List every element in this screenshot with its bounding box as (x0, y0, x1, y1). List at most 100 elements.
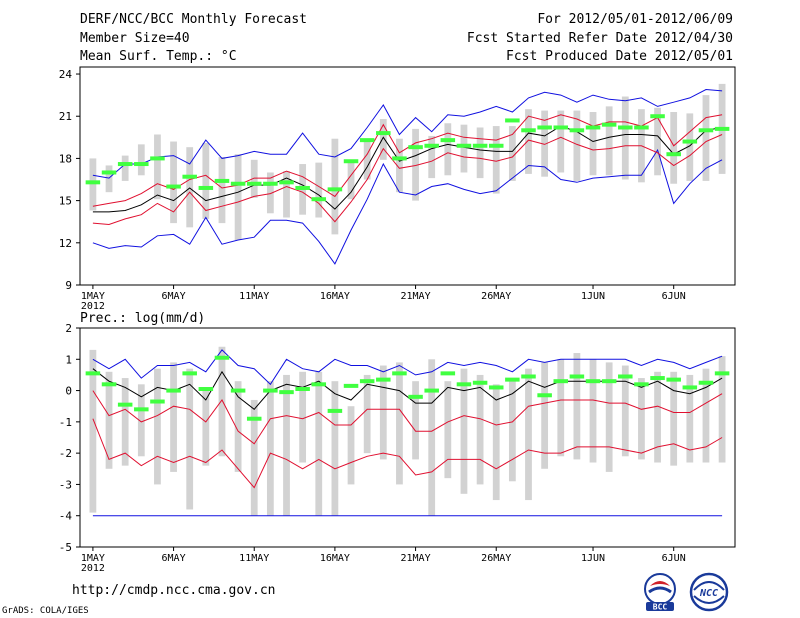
ensemble-box (137, 384, 145, 457)
observed-marker (279, 390, 294, 395)
observed-marker (634, 125, 649, 130)
ensemble-box (589, 112, 597, 176)
ensemble-box (621, 365, 629, 457)
ncc-logo-text: NCC (699, 588, 718, 599)
observed-marker (440, 371, 456, 376)
y-tick-label: 24 (59, 68, 73, 81)
ensemble-box (702, 368, 710, 463)
x-year-label: 2012 (81, 301, 105, 312)
observed-marker (214, 178, 230, 183)
observed-marker (408, 145, 423, 150)
observed-marker (166, 388, 181, 393)
ensemble-box (218, 346, 226, 457)
ensemble-box (654, 107, 661, 176)
grads-credit: GrADS: COLA/IGES (2, 606, 89, 616)
y-tick-label: 12 (59, 237, 72, 250)
y-tick-label: 2 (65, 322, 72, 335)
observed-marker (488, 385, 504, 390)
observed-marker (666, 152, 681, 157)
ensemble-box (605, 362, 613, 472)
x-tick-label: 6JUN (662, 291, 686, 302)
observed-marker (408, 394, 423, 399)
ensemble-box (234, 381, 242, 472)
ncc-logo: NCC (686, 572, 732, 616)
observed-marker (505, 118, 520, 123)
observed-marker (601, 379, 617, 384)
ensemble-box (686, 374, 694, 463)
ensemble-box (170, 141, 177, 224)
observed-marker (166, 184, 181, 189)
ensemble-box (379, 119, 387, 160)
ensemble-box (476, 127, 484, 179)
max-line (92, 349, 723, 386)
bcc-logo: BCC (640, 572, 680, 616)
ensemble-box (202, 387, 210, 466)
x-tick-label: 21MAY (401, 291, 431, 302)
mean-minus-std-line (92, 134, 723, 226)
ensemble-box (396, 362, 403, 485)
observed-marker (150, 399, 165, 404)
y-tick-label: 21 (59, 110, 72, 123)
observed-marker (618, 374, 633, 379)
observed-marker (698, 380, 714, 385)
x-tick-label: 1JUN (581, 553, 605, 564)
mean-line (92, 368, 723, 410)
y-tick-label: -3 (59, 478, 72, 491)
observed-marker (214, 355, 230, 360)
ensemble-box (638, 378, 645, 460)
observed-marker (279, 180, 294, 185)
observed-marker (311, 382, 327, 387)
ensemble-box (541, 110, 549, 177)
ensemble-box (670, 371, 678, 466)
observed-marker (134, 407, 149, 412)
observed-marker (569, 128, 585, 133)
ensemble-box (299, 371, 307, 463)
y-tick-label: -5 (59, 541, 72, 554)
ensemble-box (137, 144, 145, 176)
observed-marker (150, 156, 165, 161)
x-tick-label: 11MAY (239, 553, 269, 564)
source-url[interactable]: http://cmdp.ncc.cma.gov.cn (72, 583, 276, 598)
observed-marker (553, 379, 569, 384)
ensemble-box (218, 157, 226, 224)
y-tick-label: 0 (65, 385, 72, 398)
observed-marker (521, 128, 536, 133)
y-tick-label: -2 (59, 447, 72, 460)
observed-marker (117, 402, 133, 407)
ensemble-box (89, 349, 97, 513)
observed-marker (714, 126, 730, 131)
observed-marker (472, 143, 488, 148)
observed-marker (359, 138, 375, 143)
observed-marker (263, 181, 278, 186)
observed-marker (424, 143, 439, 148)
x-year-label: 2012 (81, 563, 105, 574)
ensemble-box (492, 126, 500, 194)
observed-marker (424, 388, 439, 393)
ensemble-box (250, 159, 258, 198)
observed-marker (246, 181, 262, 186)
plot-frame (79, 327, 736, 548)
observed-marker (198, 185, 214, 190)
observed-marker (101, 170, 117, 175)
ensemble-box (460, 368, 468, 494)
observed-marker (505, 377, 520, 382)
observed-marker (343, 383, 359, 388)
ensemble-box (331, 138, 339, 235)
ensemble-box (702, 95, 710, 181)
observed-marker (359, 379, 375, 384)
ensemble-box (186, 147, 194, 228)
ensemble-box (557, 110, 565, 173)
x-tick-label: 16MAY (320, 553, 350, 564)
ensemble-box (654, 371, 661, 463)
x-tick-label: 11MAY (239, 291, 269, 302)
ensemble-box (105, 371, 113, 469)
ensemble-box (202, 142, 210, 219)
observed-marker (569, 374, 585, 379)
chart-title: DERF/NCC/BCC Monthly Forecast (80, 12, 307, 27)
observed-marker (537, 393, 552, 398)
mean-plus-std-line (92, 114, 723, 207)
ensemble-box (525, 109, 532, 174)
ensemble-box (492, 384, 500, 501)
observed-marker (182, 174, 197, 179)
